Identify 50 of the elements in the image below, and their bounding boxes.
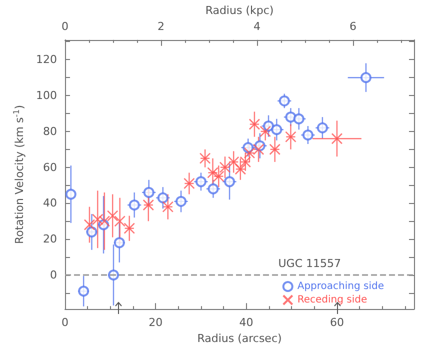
x2-tick-label: 2 (158, 20, 165, 33)
point (208, 183, 219, 194)
x-tick-label: 60 (330, 316, 344, 330)
x2-tick-label: 4 (254, 20, 261, 33)
y-tick-label: 20 (43, 232, 57, 246)
point (143, 186, 154, 198)
y-tick-label: 40 (43, 196, 57, 210)
point (184, 178, 195, 190)
point (128, 200, 140, 211)
point (98, 216, 110, 227)
y-axis-title: Rotation Velocity (km s-1) (12, 104, 26, 244)
legend-title: UGC 11557 (278, 257, 342, 270)
y-tick-label: 120 (36, 53, 57, 66)
point (92, 214, 104, 226)
legend-label: Receding side (297, 294, 368, 306)
x2-tick-label: 0 (62, 20, 68, 33)
point (157, 192, 168, 204)
x-axis-title: Radius (arcsec) (197, 332, 282, 345)
point (176, 196, 187, 207)
point (65, 188, 76, 200)
point (360, 72, 372, 84)
point (224, 176, 236, 188)
point (285, 131, 296, 142)
x2-axis-title: Radius (kpc) (205, 4, 274, 17)
point (293, 113, 304, 124)
x-tick-label: 0 (62, 316, 68, 330)
point (124, 222, 136, 234)
point (278, 95, 290, 106)
x-tick-label: 20 (148, 316, 163, 330)
y-tick-label: 0 (50, 268, 57, 282)
point (114, 216, 126, 227)
point (302, 130, 314, 141)
legend-label: Approaching side (297, 281, 384, 292)
point (331, 132, 343, 144)
point (106, 210, 118, 222)
point (285, 112, 296, 123)
point (269, 144, 281, 156)
x2-tick-label: 6 (350, 20, 357, 33)
point (84, 219, 96, 230)
x-tick-label: 40 (239, 316, 254, 330)
point (86, 226, 98, 238)
point (316, 122, 328, 134)
point (162, 201, 174, 212)
y-tick-label: 60 (43, 160, 57, 174)
point (78, 286, 90, 297)
point (142, 199, 154, 211)
point (271, 124, 282, 136)
y-tick-label: 100 (36, 89, 57, 102)
y-tick-label: 80 (43, 124, 57, 138)
point (195, 176, 206, 188)
